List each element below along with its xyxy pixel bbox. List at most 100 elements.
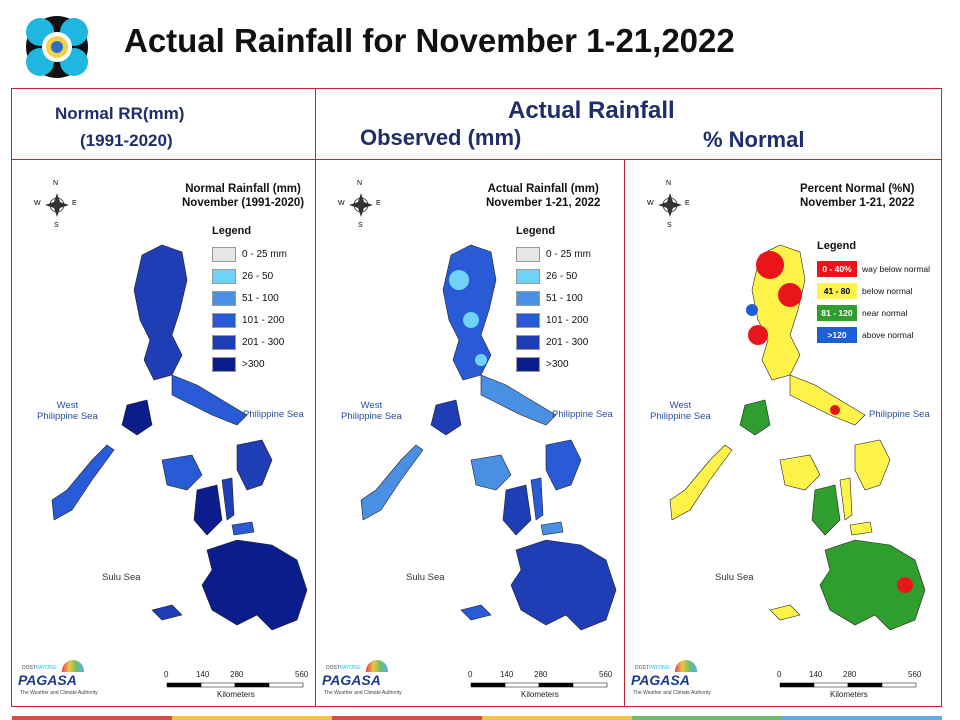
compass-letter-e: E [376, 200, 381, 207]
scale-bar [470, 682, 608, 688]
scale-bar [779, 682, 917, 688]
legend-swatch [212, 290, 236, 306]
compass-letter-w: W [647, 200, 654, 207]
brand-tagline: The Weather and Climate Authority [20, 690, 98, 696]
scale-unit-label: Kilometers [217, 690, 255, 699]
island-region [460, 604, 492, 621]
map-title: Normal Rainfall (mm) November (1991-2020) [182, 182, 304, 210]
legend-label: 51 - 100 [546, 292, 583, 304]
compass-letter-w: W [34, 200, 41, 207]
compass-rose-icon [658, 193, 682, 217]
compass-letter-w: W [338, 200, 345, 207]
island-region [193, 484, 223, 536]
island-region [171, 374, 248, 426]
legend-swatch [212, 334, 236, 350]
pagasa-logo-text: PAGASA [631, 672, 690, 688]
legend-swatch [212, 268, 236, 284]
legend-item: 0 - 25 mm [516, 243, 591, 265]
island-region [430, 399, 462, 436]
island-region [811, 484, 841, 536]
legend-label: >300 [242, 358, 265, 370]
scale-unit-label: Kilometers [521, 690, 559, 699]
island-region [669, 444, 733, 521]
island-region [51, 444, 115, 521]
scale-tick-label: 560 [295, 670, 309, 679]
compass-letter-e: E [72, 200, 77, 207]
legend-swatch [212, 312, 236, 328]
actual-header-frame [315, 88, 942, 160]
umbrella-icon [675, 660, 697, 672]
legend-label: 51 - 100 [242, 292, 279, 304]
low-rainfall-zone [463, 312, 479, 328]
scale-bar [166, 682, 304, 688]
legend-item: 26 - 50 [516, 265, 591, 287]
legend-item: >300 [212, 353, 287, 375]
pagasa-logo-text: PAGASA [18, 672, 77, 688]
brand-tagline: The Weather and Climate Authority [324, 690, 402, 696]
legend-label: 26 - 50 [242, 270, 274, 282]
map-title-line: Percent Normal (%N) [800, 183, 915, 195]
legend-label: 0 - 25 mm [546, 248, 592, 260]
legend-item: 41 - 80 below normal [817, 280, 930, 302]
pagasa-seal-icon [26, 16, 88, 78]
legend-label: below normal [862, 286, 913, 296]
brand-payong-text: PAYONG [340, 665, 361, 671]
island-region [545, 439, 582, 491]
footer-stripe [782, 716, 942, 720]
sea-label-line: Philippine Sea [341, 411, 402, 422]
legend-swatch [516, 356, 540, 372]
legend-swatch [516, 268, 540, 284]
island-region [470, 454, 512, 491]
low-rainfall-zone [449, 270, 469, 290]
island-region [480, 374, 557, 426]
legend-item: 81 - 120 near normal [817, 302, 930, 324]
island-region [819, 539, 926, 631]
map-title-line: Normal Rainfall (mm) [185, 183, 301, 195]
island-region [236, 439, 273, 491]
sea-label-east: Philippine Sea [243, 409, 304, 420]
island-region [789, 374, 866, 426]
island-region [121, 399, 153, 436]
legend-item: 0 - 25 mm [212, 243, 287, 265]
legend-label: 201 - 300 [546, 336, 589, 348]
island-region [510, 539, 617, 631]
legend-swatch: 0 - 40% [817, 261, 857, 277]
normal-rainfall-map: N S E W Normal Rainfall (mm) November (1991-2… [12, 160, 315, 705]
sea-label-west: West Philippine Sea [650, 400, 711, 422]
way-below-normal-zone [748, 325, 768, 345]
sea-label-sulu: Sulu Sea [102, 572, 141, 583]
island-region [751, 244, 806, 381]
compass-letter-n: N [357, 180, 363, 187]
way-below-normal-zone [897, 577, 913, 593]
map-title: Actual Rainfall (mm) November 1-21, 2022 [486, 182, 600, 210]
legend-item: >300 [516, 353, 591, 375]
legend-title: Legend [516, 225, 556, 237]
legend-item: 51 - 100 [516, 287, 591, 309]
column-divider [315, 159, 316, 707]
legend-swatch [516, 312, 540, 328]
archipelago-map [45, 193, 308, 688]
way-below-normal-zone [830, 405, 840, 415]
actual-rainfall-heading: Actual Rainfall [508, 97, 675, 124]
way-below-normal-zone [778, 283, 802, 307]
compass-letter-n: N [666, 180, 672, 187]
compass-letter-n: N [53, 180, 59, 187]
legend-swatch [516, 290, 540, 306]
legend-label: >300 [546, 358, 569, 370]
legend-item: 51 - 100 [212, 287, 287, 309]
low-rainfall-zone [475, 354, 487, 366]
sea-label-west: West Philippine Sea [341, 400, 402, 422]
scale-tick-label: 0 [777, 670, 782, 679]
map-legend: Legend 0 - 25 mm 26 - 50 51 - 100 101 - 200 2… [516, 225, 591, 375]
legend-title: Legend [817, 240, 857, 252]
brand-payong-text: PAYONG [649, 665, 670, 671]
way-below-normal-zone [756, 251, 784, 279]
map-title-line: Actual Rainfall (mm) [487, 183, 599, 195]
footer-stripe [332, 716, 482, 720]
island-region [530, 477, 544, 521]
column-divider [624, 159, 625, 707]
observed-heading: Observed (mm) [360, 125, 522, 150]
percent-normal-map: N S E W Percent Normal (%N) November 1-21, 20… [625, 160, 941, 705]
island-region [161, 454, 203, 491]
brand-dost-text: DOST [22, 665, 36, 671]
